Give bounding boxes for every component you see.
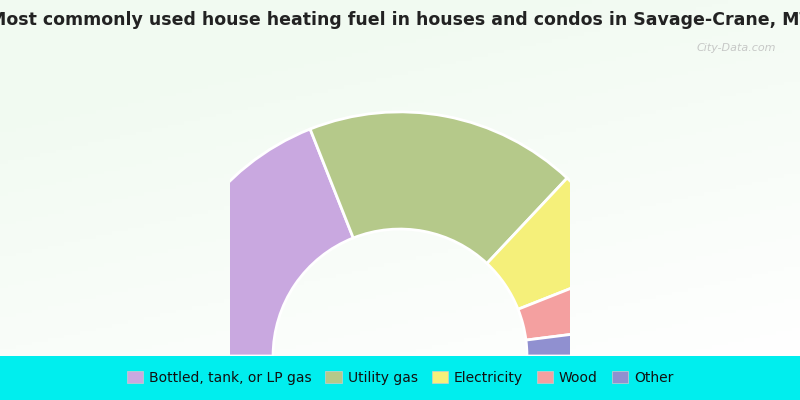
Text: City-Data.com: City-Data.com <box>697 43 776 53</box>
Wedge shape <box>487 178 627 309</box>
Wedge shape <box>526 326 644 356</box>
Wedge shape <box>310 112 567 264</box>
Legend: Bottled, tank, or LP gas, Utility gas, Electricity, Wood, Other: Bottled, tank, or LP gas, Utility gas, E… <box>121 366 679 390</box>
Wedge shape <box>518 266 642 340</box>
Wedge shape <box>156 129 354 356</box>
Text: Most commonly used house heating fuel in houses and condos in Savage-Crane, MT: Most commonly used house heating fuel in… <box>0 11 800 29</box>
